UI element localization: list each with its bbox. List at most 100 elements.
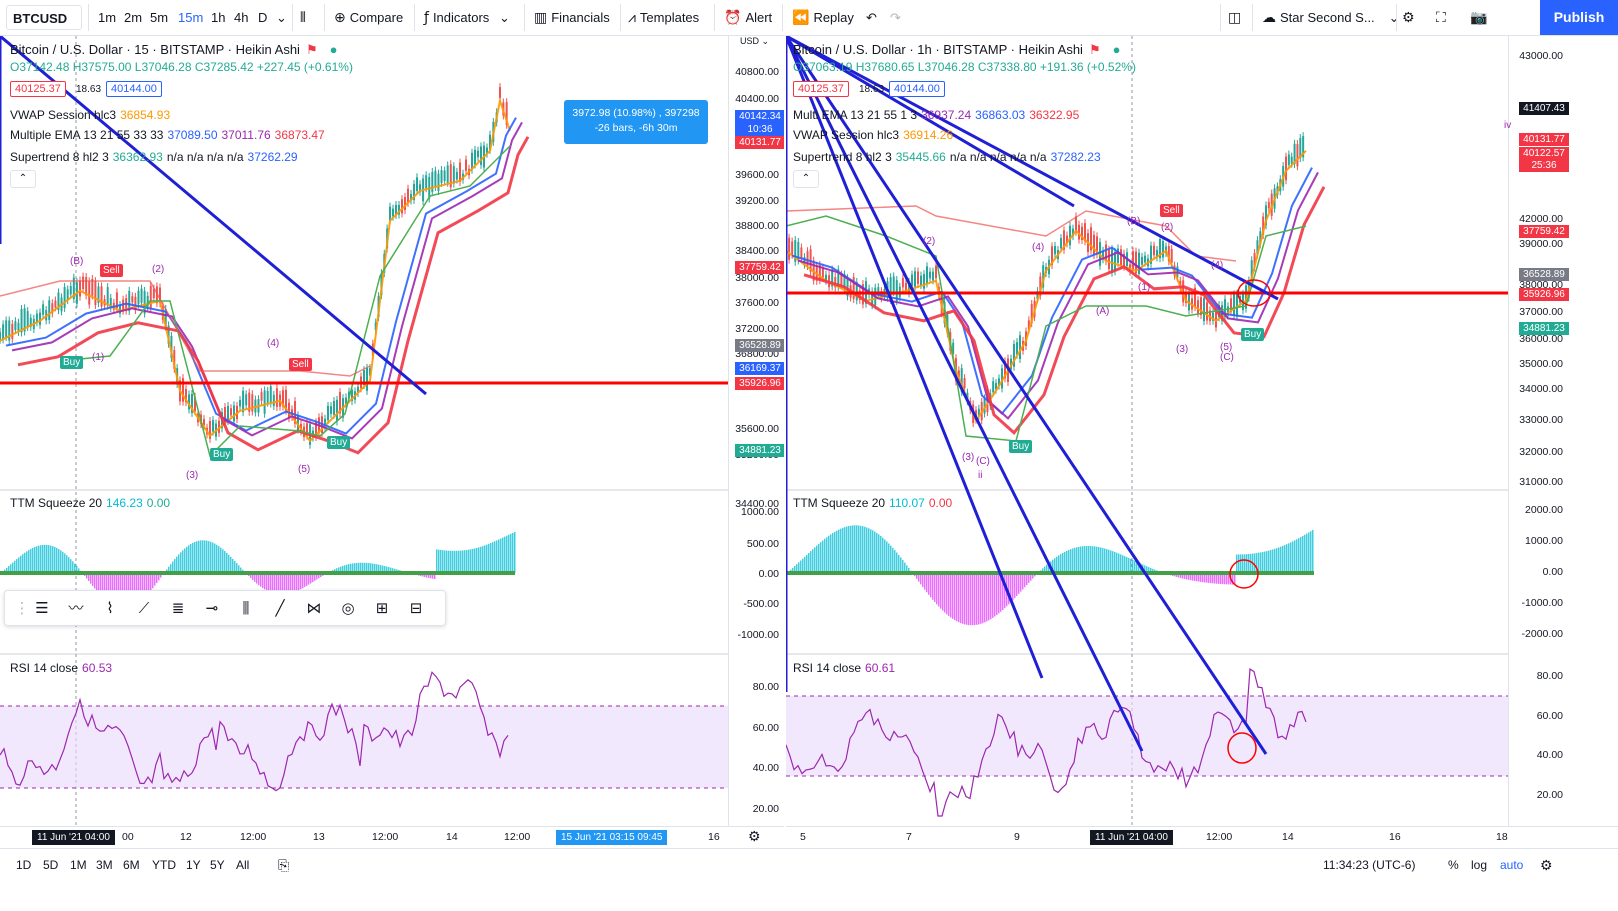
ttm-legend[interactable]: TTM Squeeze 20 146.23 0.00 [10,496,171,510]
redo-icon[interactable]: ↷ [890,10,901,25]
ttm-bar [1194,573,1196,581]
price-range-icon[interactable]: ⊟ [409,599,423,617]
range-YTD[interactable]: YTD [152,858,176,872]
ttm-bar [1134,560,1136,573]
layout-name-button[interactable]: ☁ Star Second S... ⌄ [1262,0,1400,35]
vwap-legend[interactable]: VWAP Session hlc3 36854.93 [10,108,171,122]
right-price-axis[interactable]: 43000.00 42000.00 39000.00 38000.00 37000.00… [1508,36,1569,826]
candle-body [952,342,955,355]
interval-2m[interactable]: 2m [124,10,143,25]
left-chart-pane[interactable]: Bitcoin / U.S. Dollar · 15 · BITSTAMP · … [0,36,784,848]
interval-15m[interactable]: 15m [178,10,204,25]
abc-pattern-icon[interactable]: ⌇ [106,599,114,617]
interval-5m[interactable]: 5m [150,10,169,25]
supertrend-legend[interactable]: Supertrend 8 hl2 3 36362.93 n/a n/a n/a n/… [10,150,298,164]
candle-body [1096,236,1098,255]
bid-badge[interactable]: 40125.37 [10,81,66,97]
alert-button[interactable]: ⏰ Alert [724,0,772,35]
ask-badge[interactable]: 40144.00 [106,81,162,97]
rsi-legend[interactable]: RSI 14 close 60.61 [793,661,896,675]
clock-timezone[interactable]: 11:34:23 (UTC-6) [1323,858,1416,872]
candle-body [419,184,421,192]
goto-date-icon[interactable]: ⎘ [278,857,290,873]
ttm-bar [22,554,24,573]
indicator-tick: 0.00 [758,568,779,580]
ttm-bar [868,528,870,573]
collapse-legend-button[interactable]: ⌃ [10,170,36,188]
ttm-bar [1084,546,1086,573]
range-All[interactable]: All [236,858,250,872]
log-scale-toggle[interactable]: log [1471,858,1488,872]
ttm-bar [864,526,866,573]
right-chart-pane[interactable]: Bitcoin / U.S. Dollar · 1h · BITSTAMP · … [786,36,1618,848]
ttm-bar [988,573,990,621]
bid-badge[interactable]: 40125.37 [793,81,849,97]
interval-4h[interactable]: 4h [234,10,249,25]
rsi-legend[interactable]: RSI 14 close 60.53 [10,661,113,675]
ttm-bar [510,533,512,573]
candle-body [831,269,834,287]
chart-type-icon[interactable]: ⫴ [300,10,306,26]
collapse-legend-button[interactable]: ⌃ [793,170,819,188]
candle-body [272,394,275,406]
camera-icon[interactable]: 📷 [1470,10,1488,26]
publish-button[interactable]: Publish [1540,0,1618,35]
undo-icon[interactable]: ↶ [866,10,877,25]
line-tool-icon[interactable]: ╱ [275,599,285,617]
range-5D[interactable]: 5D [43,858,59,872]
fullscreen-icon[interactable]: ⛶ [1436,10,1446,26]
percent-scale-toggle[interactable]: % [1448,858,1459,872]
ttm-bar [456,550,458,573]
vwap-legend[interactable]: VWAP Session hlc3 36914.26 [793,128,954,142]
horizontal-ray-icon[interactable]: ⊸ [205,599,219,617]
candle-body [920,275,922,286]
replay-button[interactable]: ⏪ Replay [792,0,854,35]
range-1Y[interactable]: 1Y [186,858,201,872]
ema-legend[interactable]: Multiple EMA 13 21 55 33 33 37089.50 37011… [10,128,325,142]
range-1M[interactable]: 1M [70,858,87,872]
chart-settings-gear-icon[interactable]: ⚙ [748,828,761,844]
left-price-axis[interactable]: 40800.00 40400.00 39600.00 39200.00 38800.00… [728,36,784,826]
financials-button[interactable]: ▥ Financials [534,0,610,35]
candle-body [1206,302,1208,321]
parallel-channel-icon[interactable]: ⫼ [242,599,250,617]
settings-gear-icon[interactable]: ⚙ [1402,10,1415,26]
xabcd-pattern-icon[interactable]: ⋈ [306,599,322,617]
indicators-button[interactable]: ƒ Indicators ⌄ [424,0,510,35]
interval-D[interactable]: D [258,10,268,25]
candle-body [1054,245,1056,255]
candle-body [1051,246,1053,265]
auto-scale-toggle[interactable]: auto [1500,858,1524,872]
candle-body [333,400,335,415]
drag-handle-icon[interactable]: ⋮ [14,599,30,617]
range-3M[interactable]: 3M [96,858,113,872]
symbol-search[interactable]: BTCUSD [6,5,82,30]
ttm-bar [828,535,830,573]
ema-legend[interactable]: Multi EMA 13 21 55 1 3 36937.24 36863.03 36… [793,108,1080,122]
supertrend-legend[interactable]: Supertrend 8 hl2 3 35445.66 n/a n/a n/a n/… [793,150,1101,164]
range-6M[interactable]: 6M [123,858,140,872]
interval-1h[interactable]: 1h [211,10,226,25]
date-range-icon[interactable]: ⊞ [375,599,389,617]
gann-fan-icon[interactable]: ◎ [341,599,355,617]
horizontal-lines-icon[interactable]: ☰ [35,599,49,617]
ask-badge[interactable]: 40144.00 [889,81,945,97]
candle-body [212,420,214,432]
right-time-axis[interactable]: 5 7 9 12:00 14 16 18 [786,826,1618,848]
ttm-bar [1076,547,1078,573]
ttm-legend[interactable]: TTM Squeeze 20 110.07 0.00 [793,496,953,510]
interval-dropdown-icon[interactable]: ⌄ [276,10,287,25]
templates-button[interactable]: ⩘ Templates [628,0,699,35]
compare-button[interactable]: ⊕ Compare [334,0,403,35]
range-5Y[interactable]: 5Y [210,858,225,872]
trend-line-icon[interactable]: ⟋ [138,599,150,617]
right-chart-canvas[interactable] [786,36,1618,848]
wave-pattern-icon[interactable]: 〰 [68,599,84,617]
interval-1m[interactable]: 1m [98,10,117,25]
usd-label[interactable]: USD ⌄ [740,36,770,46]
range-1D[interactable]: 1D [16,858,32,872]
candle-body [152,288,155,299]
fib-retracement-icon[interactable]: ≣ [171,599,185,617]
settings-icon[interactable]: ⚙ [1540,857,1553,873]
layout-icon[interactable]: ◫ [1228,10,1242,26]
